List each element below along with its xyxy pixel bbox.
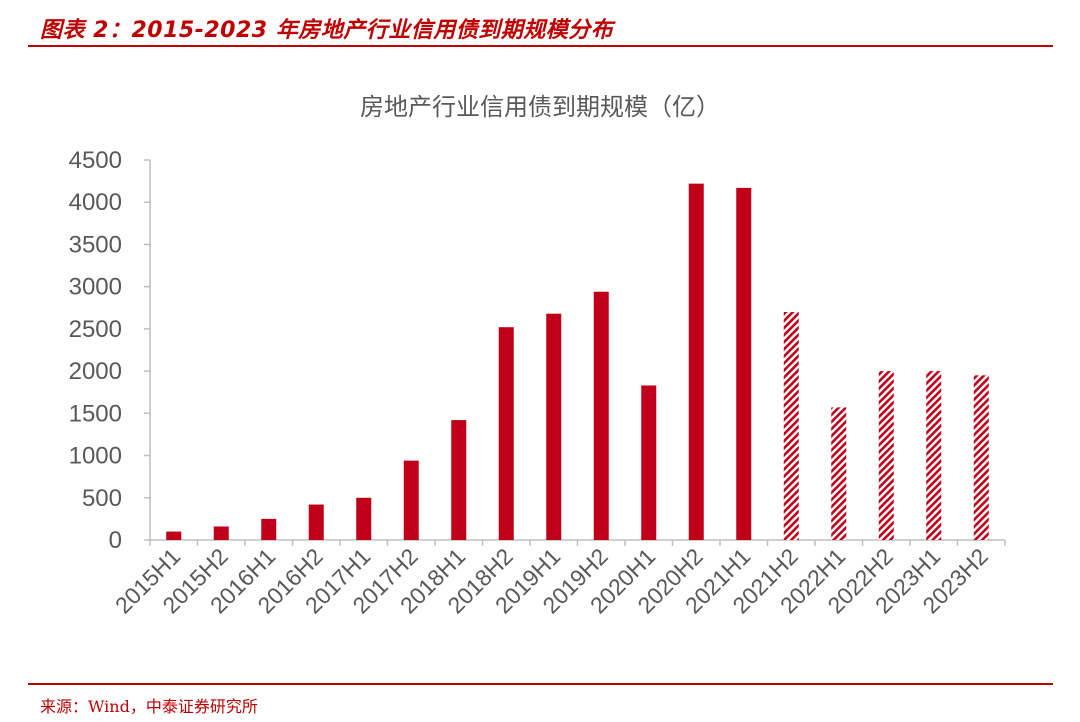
bar-2015H2 [213, 526, 229, 540]
y-tick-label: 0 [109, 527, 122, 554]
y-tick-label: 1000 [69, 443, 122, 470]
y-tick-label: 2500 [69, 316, 122, 343]
bar-2022H1 [831, 407, 847, 540]
bar-2021H2 [783, 312, 799, 540]
bar-2017H2 [403, 460, 419, 540]
figure-title: 图表 2：2015-2023 年房地产行业信用债到期规模分布 [40, 18, 614, 43]
bar-2018H1 [451, 420, 467, 540]
bar-2020H2 [688, 183, 704, 540]
bar-2022H2 [878, 371, 894, 540]
figure-header: 图表 2：2015-2023 年房地产行业信用债到期规模分布 [0, 0, 1080, 48]
source-note: 来源：Wind，中泰证券研究所 [40, 697, 258, 716]
bar-2016H1 [261, 518, 277, 540]
bar-2015H1 [166, 531, 182, 540]
bar-2020H1 [641, 385, 657, 540]
y-tick-label: 3000 [69, 274, 122, 301]
bar-2016H2 [308, 504, 324, 540]
bar-chart: 房地产行业信用债到期规模（亿） 0 500 1000 1500 2000 2500 3000… [69, 93, 1006, 619]
y-tick-label: 4000 [69, 189, 122, 216]
bar-2018H2 [498, 327, 514, 540]
y-tick-label: 2000 [69, 358, 122, 385]
bar-2019H2 [593, 291, 609, 540]
y-tick-label: 1500 [69, 400, 122, 427]
bar-2021H1 [736, 187, 752, 540]
footer-rule [28, 683, 1053, 685]
y-tick-label: 4500 [69, 147, 122, 174]
chart-title: 房地产行业信用债到期规模（亿） [360, 93, 720, 121]
bar-2023H1 [926, 371, 942, 540]
plot-area: 0500100015002000250030003500400045002015… [69, 147, 1006, 619]
bar-2017H1 [356, 497, 372, 540]
bar-2023H2 [973, 375, 989, 540]
header-rule [28, 45, 1053, 47]
y-tick-label: 500 [82, 485, 122, 512]
bar-2019H1 [546, 313, 562, 540]
y-tick-label: 3500 [69, 231, 122, 258]
